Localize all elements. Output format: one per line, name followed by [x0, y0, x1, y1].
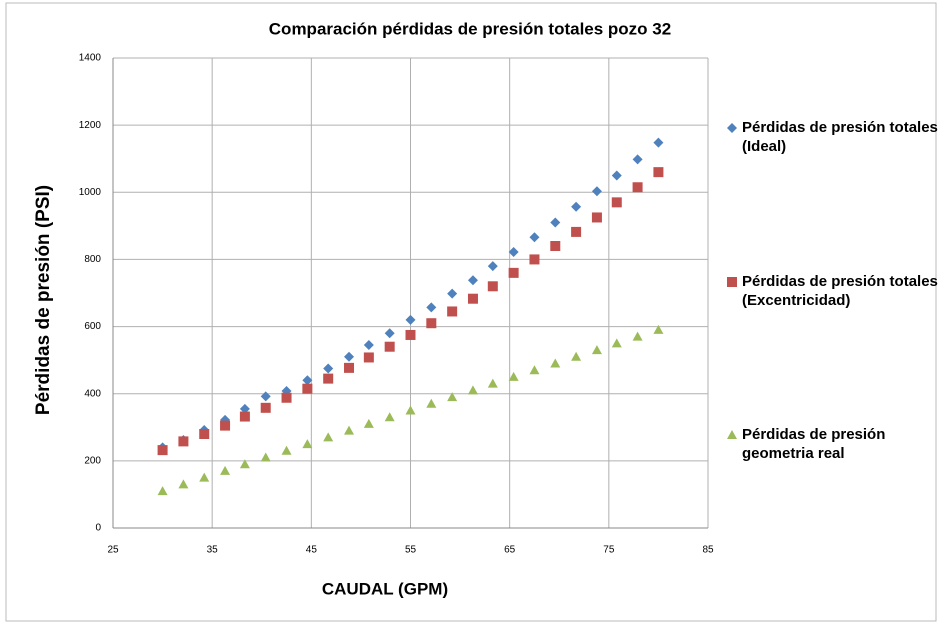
point: [323, 432, 334, 442]
point: [260, 391, 271, 402]
point: [591, 186, 602, 197]
y-tick-label: 1200: [79, 120, 102, 131]
point: [281, 445, 292, 455]
legend-marker: [727, 430, 737, 439]
point: [591, 345, 602, 355]
point: [529, 254, 540, 265]
point: [426, 318, 437, 329]
point: [653, 324, 664, 334]
point: [487, 378, 498, 388]
point: [487, 281, 498, 292]
point: [363, 340, 374, 351]
y-tick-label: 200: [84, 455, 101, 466]
x-tick-label: 25: [107, 545, 119, 556]
point: [632, 154, 643, 165]
point: [157, 445, 168, 456]
point: [178, 479, 189, 489]
point: [426, 398, 437, 408]
point: [487, 261, 498, 272]
point: [323, 373, 334, 384]
point: [571, 351, 582, 361]
point: [344, 362, 355, 373]
point: [220, 420, 231, 431]
point: [344, 425, 355, 435]
legend-label: Pérdidas de presión geometria real: [742, 426, 886, 462]
point: [529, 365, 540, 375]
point: [550, 358, 561, 368]
point: [405, 405, 416, 415]
x-tick-label: 65: [504, 545, 516, 556]
x-tick-label: 45: [306, 545, 318, 556]
point: [426, 302, 437, 313]
point: [363, 418, 374, 428]
point: [632, 182, 643, 193]
point: [302, 383, 313, 394]
point: [239, 459, 250, 469]
point: [467, 275, 478, 286]
point: [611, 338, 622, 348]
point: [199, 472, 210, 482]
point: [405, 314, 416, 325]
point: [611, 197, 622, 208]
point: [239, 411, 250, 422]
point: [323, 363, 334, 374]
point: [571, 201, 582, 212]
point: [302, 439, 313, 449]
point: [344, 351, 355, 362]
point: [220, 465, 231, 475]
point: [363, 352, 374, 363]
point: [281, 392, 292, 403]
point: [260, 402, 271, 413]
point: [611, 170, 622, 181]
point: [384, 412, 395, 422]
y-tick-label: 0: [95, 523, 101, 534]
legend-label: Pérdidas de presión totales (Excentricid…: [742, 273, 938, 309]
point: [447, 288, 458, 299]
point: [571, 226, 582, 237]
point: [591, 212, 602, 223]
point: [302, 375, 313, 386]
y-tick-label: 600: [84, 321, 101, 332]
point: [632, 331, 643, 341]
point: [529, 232, 540, 243]
point: [508, 267, 519, 278]
y-axis-label: Pérdidas de presión (PSI): [33, 185, 54, 415]
point: [447, 392, 458, 402]
legend-label: Pérdidas de presión totales (Ideal): [742, 119, 938, 155]
point: [447, 306, 458, 317]
point: [467, 293, 478, 304]
x-axis-label: CAUDAL (GPM): [322, 579, 448, 598]
x-tick-label: 55: [405, 545, 417, 556]
point: [260, 452, 271, 462]
point: [199, 429, 210, 439]
legend-marker: [727, 277, 737, 287]
point: [508, 247, 519, 258]
point: [467, 385, 478, 395]
point: [157, 486, 168, 496]
point: [550, 241, 561, 251]
point: [653, 137, 664, 148]
point: [653, 167, 664, 178]
point: [239, 403, 250, 414]
y-tick-label: 1000: [79, 187, 102, 198]
legend-marker: [727, 123, 737, 133]
x-tick-label: 85: [702, 545, 714, 556]
y-tick-label: 400: [84, 388, 101, 399]
point: [384, 341, 395, 352]
y-tick-label: 800: [84, 254, 101, 265]
point: [508, 371, 519, 381]
chart-border: [5, 2, 937, 622]
point: [405, 329, 416, 340]
y-tick-label: 1400: [79, 53, 102, 64]
point: [384, 328, 395, 339]
chart-title: Comparación pérdidas de presión totales …: [269, 19, 671, 38]
point: [550, 217, 561, 228]
point: [178, 436, 189, 447]
x-tick-label: 35: [207, 545, 219, 556]
x-tick-label: 75: [603, 545, 615, 556]
